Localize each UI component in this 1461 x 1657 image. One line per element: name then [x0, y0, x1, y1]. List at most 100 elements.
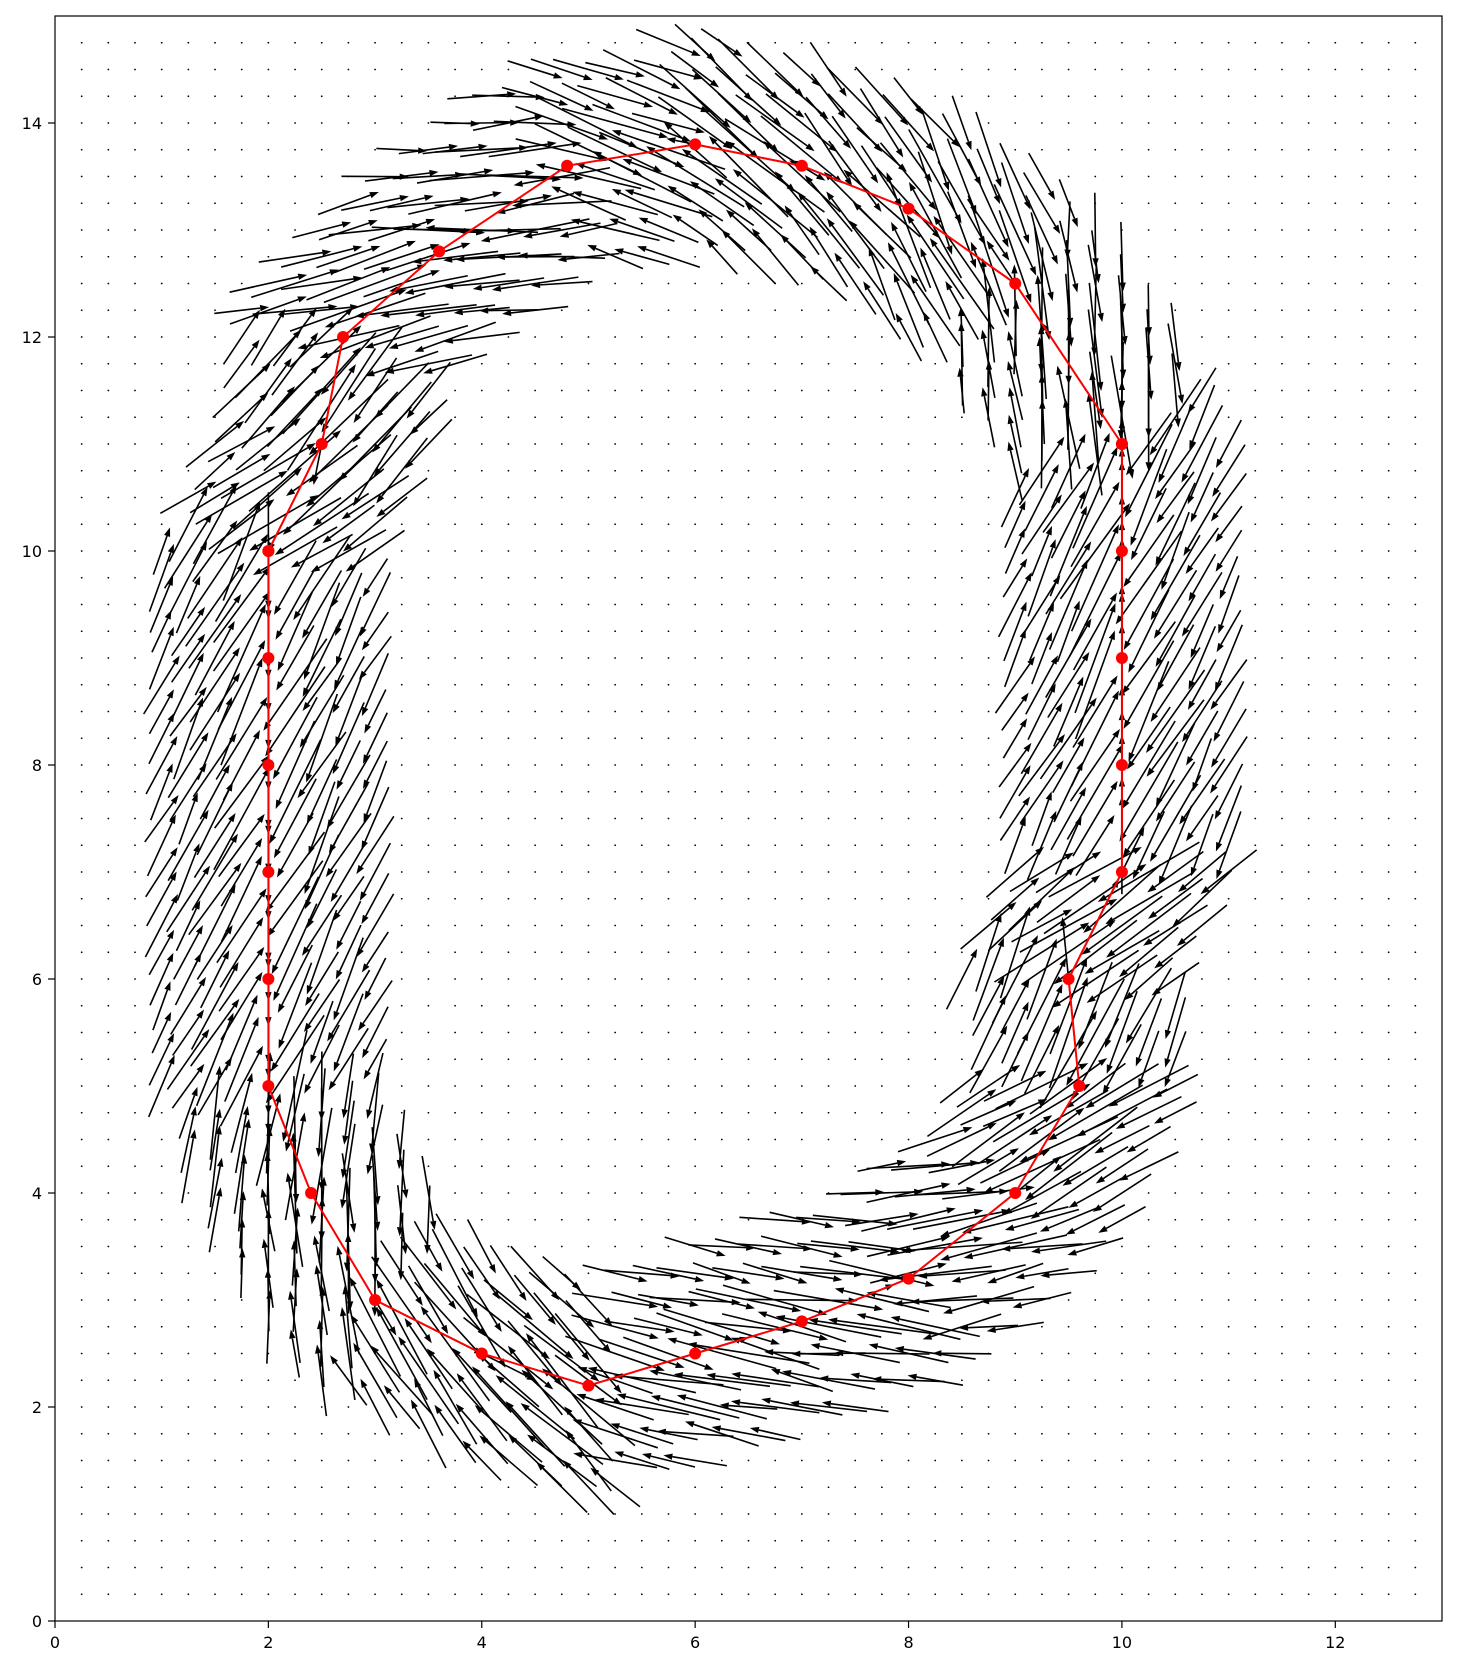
quiver-arrow	[673, 1372, 771, 1388]
grid-point	[107, 255, 110, 258]
grid-point	[640, 1513, 643, 1515]
grid-point	[1361, 443, 1363, 445]
grid-point	[774, 924, 777, 927]
grid-point	[694, 764, 697, 766]
grid-point	[720, 1138, 723, 1141]
grid-point	[1387, 1459, 1390, 1462]
quiver-arrow	[1125, 412, 1172, 476]
quiver-arrow	[334, 626, 364, 690]
grid-point	[160, 1432, 163, 1435]
quiver-arrow	[144, 894, 178, 958]
grid-point	[454, 523, 456, 526]
grid-point	[667, 1031, 670, 1034]
quiver-arrow	[318, 1051, 325, 1121]
grid-point	[1227, 416, 1230, 419]
grid-point	[1254, 1165, 1257, 1168]
grid-point	[1281, 603, 1283, 606]
grid-point	[640, 844, 643, 847]
quiver-arrow	[195, 470, 288, 525]
grid-point	[907, 68, 910, 71]
grid-point	[560, 41, 563, 44]
grid-point	[1414, 1004, 1417, 1007]
grid-point	[907, 496, 910, 499]
grid-point	[1254, 1111, 1257, 1114]
grid-point	[1281, 737, 1283, 740]
grid-point	[507, 523, 510, 526]
grid-point	[1361, 550, 1363, 552]
grid-point	[1334, 1058, 1337, 1061]
quiver-arrow	[1040, 1269, 1097, 1279]
grid-point	[214, 175, 216, 178]
grid-point	[1174, 309, 1177, 312]
quiver-arrow	[1115, 530, 1183, 625]
grid-point	[294, 122, 296, 124]
grid-point	[1307, 1459, 1310, 1462]
grid-point	[1334, 1539, 1337, 1542]
grid-point	[1387, 1058, 1390, 1061]
quiver-arrow	[1106, 892, 1192, 958]
grid-point	[1414, 389, 1417, 392]
grid-point	[107, 1566, 110, 1569]
grid-point	[107, 1085, 110, 1087]
grid-point	[1414, 362, 1417, 365]
grid-point	[587, 1085, 590, 1087]
grid-point	[934, 68, 937, 71]
grid-point	[320, 1432, 323, 1435]
quiver-arrow	[1155, 761, 1196, 822]
grid-point	[1227, 1539, 1230, 1542]
grid-point	[774, 1192, 777, 1194]
quiver-arrow	[605, 77, 678, 115]
quiver-arrow	[363, 270, 440, 298]
grid-point	[560, 443, 563, 445]
grid-point	[1147, 1352, 1150, 1355]
grid-point	[320, 122, 323, 124]
grid-point	[960, 523, 963, 526]
quiver-arrow	[1188, 553, 1217, 602]
quiver-arrow	[1178, 851, 1227, 893]
quiver-arrow	[770, 1369, 834, 1393]
grid-point	[800, 1058, 803, 1061]
quiver-arrow	[365, 350, 439, 377]
grid-point	[1227, 1004, 1230, 1007]
quiver-arrow	[1186, 710, 1219, 766]
grid-point	[454, 817, 456, 820]
grid-point	[1201, 336, 1203, 338]
grid-point	[1254, 737, 1257, 740]
grid-point	[747, 469, 750, 472]
quiver-arrow	[406, 361, 451, 419]
quiver-arrow	[998, 210, 1032, 304]
quiver-arrow	[284, 1112, 307, 1221]
grid-point	[1387, 1406, 1390, 1408]
quiver-arrow	[633, 1317, 703, 1337]
grid-point	[800, 1513, 803, 1515]
grid-point	[854, 790, 857, 793]
quiver-arrow	[1091, 263, 1098, 357]
grid-point	[774, 469, 777, 472]
grid-point	[800, 897, 803, 900]
grid-point	[907, 523, 910, 526]
quiver-arrow	[910, 98, 960, 148]
grid-point	[240, 1459, 243, 1462]
quiver-arrow	[963, 1234, 1068, 1260]
grid-point	[694, 1085, 697, 1087]
grid-point	[854, 897, 857, 900]
grid-point	[747, 550, 750, 552]
grid-point	[614, 630, 617, 633]
grid-point	[427, 978, 430, 980]
grid-point	[1307, 951, 1310, 954]
grid-point	[267, 1379, 270, 1382]
grid-point	[427, 1058, 430, 1061]
grid-point	[240, 148, 243, 151]
grid-point	[774, 683, 777, 686]
quiver-arrow	[1213, 681, 1245, 742]
grid-point	[1041, 68, 1043, 71]
quiver-arrow	[308, 378, 389, 456]
grid-point	[1361, 175, 1363, 178]
quiver-arrow	[1118, 1151, 1179, 1181]
grid-point	[400, 95, 403, 98]
quiver-arrow	[972, 937, 1004, 1021]
grid-point	[987, 1593, 990, 1596]
grid-point	[534, 790, 537, 793]
grid-point	[80, 336, 83, 338]
grid-point	[1334, 469, 1337, 472]
